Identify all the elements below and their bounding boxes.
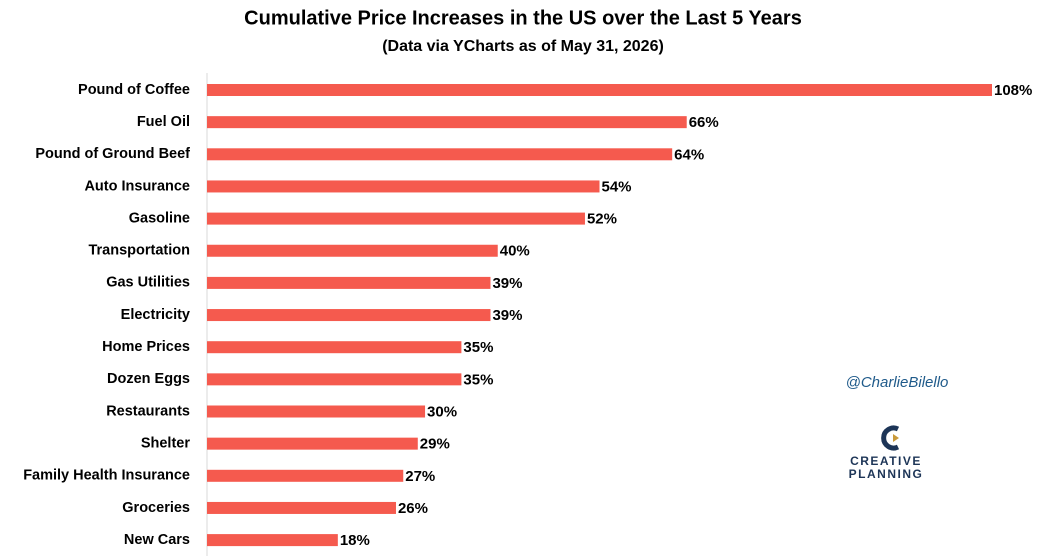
bar bbox=[207, 469, 404, 482]
logo-text: CREATIVE bbox=[850, 454, 922, 468]
data-label: 66% bbox=[689, 114, 719, 131]
watermark: @CharlieBilello bbox=[846, 374, 949, 391]
y-tick-label: Groceries bbox=[122, 500, 190, 516]
y-tick-label: Transportation bbox=[88, 243, 190, 259]
bar bbox=[207, 84, 992, 96]
bar bbox=[207, 341, 462, 354]
y-tick-label: Dozen Eggs bbox=[107, 371, 190, 387]
data-label: 40% bbox=[500, 243, 530, 260]
logo-text: PLANNING bbox=[849, 467, 924, 481]
y-tick-label: Auto Insurance bbox=[84, 178, 190, 194]
data-label: 29% bbox=[420, 436, 450, 453]
data-label: 54% bbox=[602, 178, 632, 195]
chart-subtitle: (Data via YCharts as of May 31, 2026) bbox=[382, 38, 664, 55]
y-tick-label: Pound of Ground Beef bbox=[35, 146, 190, 162]
y-tick-label: Restaurants bbox=[106, 403, 190, 419]
y-tick-label: Electricity bbox=[121, 307, 190, 323]
data-label: 39% bbox=[492, 307, 522, 324]
bar bbox=[207, 244, 498, 257]
y-tick-label: Pound of Coffee bbox=[78, 82, 190, 98]
bar bbox=[207, 309, 491, 322]
data-label: 30% bbox=[427, 403, 457, 420]
data-label: 64% bbox=[674, 146, 704, 163]
y-tick-label: Home Prices bbox=[102, 339, 190, 355]
y-tick-label: Gasoline bbox=[129, 210, 190, 226]
bar bbox=[207, 116, 687, 129]
chart-title: Cumulative Price Increases in the US ove… bbox=[244, 7, 802, 29]
y-tick-label: Gas Utilities bbox=[106, 275, 190, 291]
data-label: 18% bbox=[340, 532, 370, 549]
data-label: 35% bbox=[463, 339, 493, 356]
y-tick-label: Family Health Insurance bbox=[23, 468, 190, 484]
y-tick-label: New Cars bbox=[124, 532, 190, 548]
bar bbox=[207, 373, 462, 386]
bar bbox=[207, 148, 673, 161]
bar bbox=[207, 437, 418, 450]
bar bbox=[207, 405, 426, 418]
logo-icon bbox=[881, 425, 900, 451]
bar bbox=[207, 534, 338, 547]
data-label: 27% bbox=[405, 468, 435, 485]
bar bbox=[207, 180, 600, 193]
bar bbox=[207, 501, 396, 514]
data-label: 35% bbox=[463, 371, 493, 388]
data-label: 52% bbox=[587, 211, 617, 228]
bar bbox=[207, 212, 585, 225]
y-tick-label: Shelter bbox=[141, 435, 191, 451]
bar bbox=[207, 276, 491, 289]
data-label: 108% bbox=[994, 82, 1032, 99]
y-tick-label: Fuel Oil bbox=[137, 114, 190, 130]
data-label: 39% bbox=[492, 275, 522, 292]
data-label: 26% bbox=[398, 500, 428, 517]
